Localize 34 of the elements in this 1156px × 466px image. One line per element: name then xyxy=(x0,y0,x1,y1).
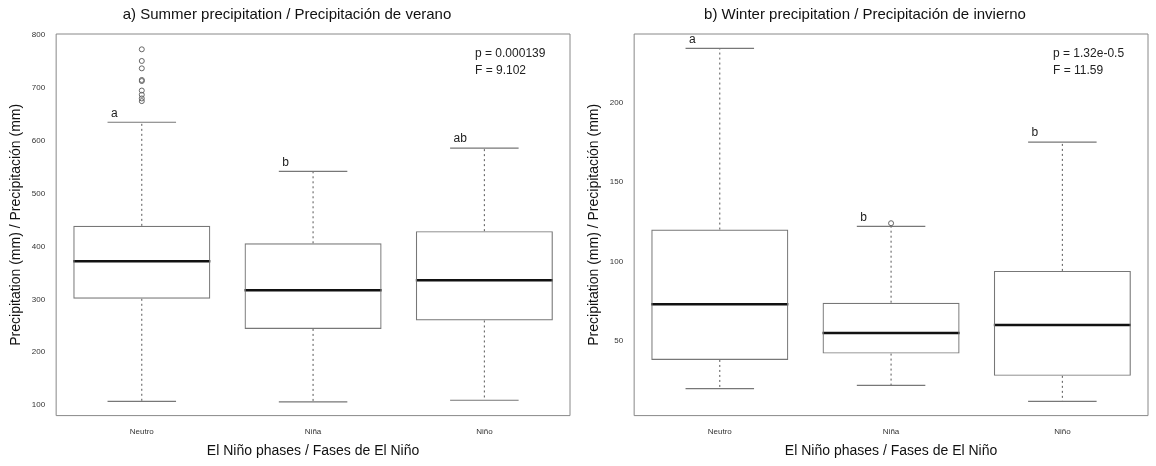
chart-title: b) Winter precipitation / Precipitación de invierno xyxy=(704,5,1026,23)
y-tick-label: 400 xyxy=(31,241,46,251)
annotation: a xyxy=(110,105,118,120)
y-tick-label: 300 xyxy=(31,294,46,304)
x-tick-label: Neutro xyxy=(129,426,155,436)
y-tick-label: 100 xyxy=(31,400,46,410)
x-tick-label: Niña xyxy=(304,426,322,436)
y-tick-label: 150 xyxy=(609,177,624,187)
y-tick-label: 200 xyxy=(31,347,46,357)
y-tick-label: 800 xyxy=(31,30,46,40)
annotation: ab xyxy=(453,131,468,146)
annotation: a xyxy=(688,31,696,46)
x-tick-label: Niño xyxy=(476,426,494,436)
annotation: F = 11.59 xyxy=(1053,63,1104,78)
y-axis-title: Precipitation (mm) / Precipitación (mm) xyxy=(7,103,24,346)
y-axis-title: Precipitation (mm) / Precipitación (mm) xyxy=(585,103,602,346)
y-tick-label: 700 xyxy=(31,83,46,93)
annotation: F = 9.102 xyxy=(475,63,527,78)
y-tick-label: 600 xyxy=(31,135,46,145)
y-tick-label: 200 xyxy=(609,97,624,107)
x-tick-label: Niño xyxy=(1054,426,1072,436)
x-axis-title: El Niño phases / Fases de El Niño xyxy=(206,442,420,459)
annotation: p = 0.000139 xyxy=(475,46,546,61)
annotation: b xyxy=(1031,125,1039,140)
annotation: p = 1.32e-0.5 xyxy=(1053,46,1125,61)
y-tick-label: 100 xyxy=(609,256,624,266)
y-tick-label: 50 xyxy=(614,336,624,346)
annotation: b xyxy=(860,209,868,224)
x-tick-label: Neutro xyxy=(707,426,733,436)
x-tick-label: Niña xyxy=(882,426,900,436)
chart-title: a) Summer precipitation / Precipitación de verano xyxy=(122,5,452,23)
x-axis-title: El Niño phases / Fases de El Niño xyxy=(784,442,998,459)
y-tick-label: 500 xyxy=(31,188,46,198)
annotation: b xyxy=(282,154,290,169)
